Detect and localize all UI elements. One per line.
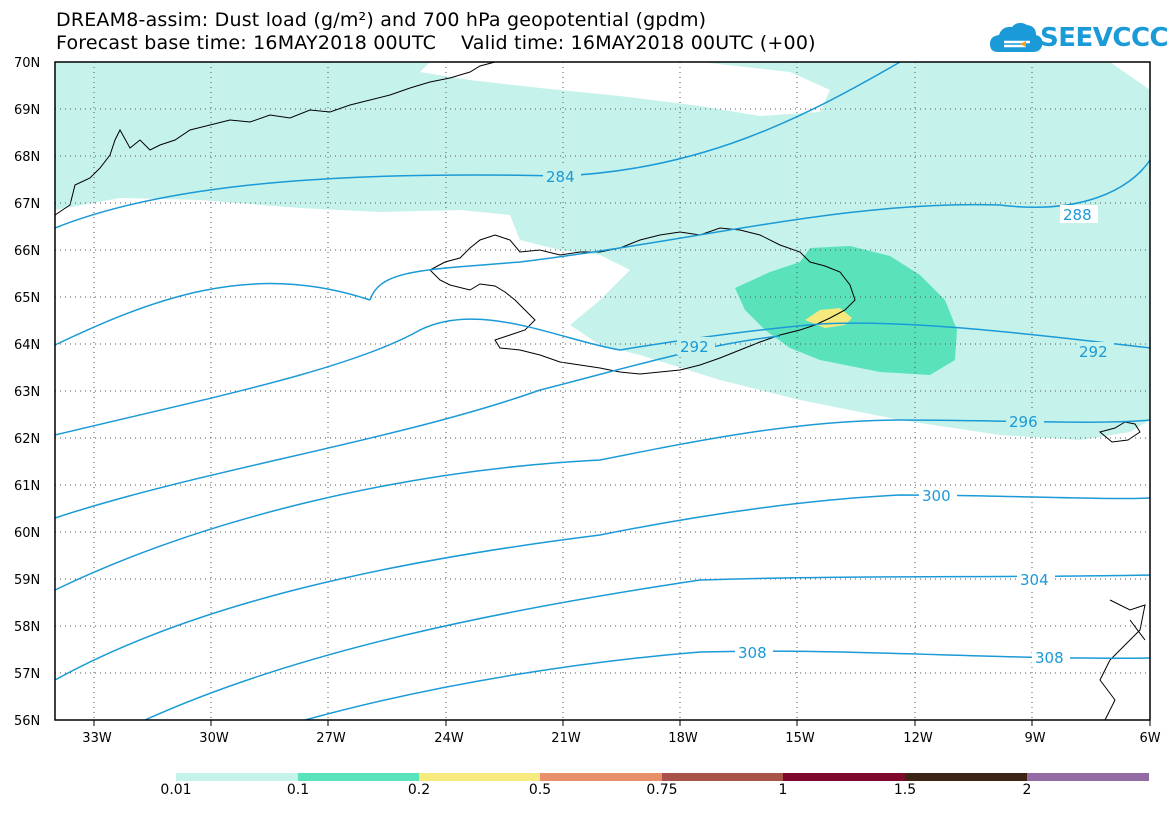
lat-label: 67N xyxy=(14,197,40,212)
longitude-labels: 33W 30W 27W 24W 21W 18W 15W 12W 9W 6W xyxy=(82,731,1160,746)
map-subtitle: Forecast base time: 16MAY2018 00UTC Vali… xyxy=(56,32,816,54)
contour-label: 284 xyxy=(546,168,575,186)
contour-label: 292 xyxy=(1079,343,1108,361)
lon-label: 24W xyxy=(434,731,464,746)
geopotential-contours xyxy=(54,61,1151,721)
faroe-coast xyxy=(1098,421,1141,443)
lat-label: 62N xyxy=(14,432,40,447)
contour-label: 292 xyxy=(680,338,709,356)
contour-line xyxy=(54,419,1151,591)
lat-label: 66N xyxy=(14,244,40,259)
lon-label: 6W xyxy=(1139,731,1160,746)
lon-label: 9W xyxy=(1024,731,1045,746)
lat-label: 61N xyxy=(14,479,40,494)
legend-label: 1.5 xyxy=(893,782,917,798)
legend-label: 1 xyxy=(778,782,788,798)
lon-label: 30W xyxy=(199,731,229,746)
lon-label: 27W xyxy=(316,731,346,746)
legend-swatch xyxy=(419,773,540,781)
contour-line xyxy=(54,318,1151,436)
legend-swatch xyxy=(662,773,783,781)
contour-line xyxy=(144,574,1151,721)
contour-line xyxy=(54,282,371,346)
legend-swatch xyxy=(783,773,905,781)
lat-label: 64N xyxy=(14,338,40,353)
dust-area-0.01-hole xyxy=(420,62,830,116)
lat-label: 57N xyxy=(14,667,40,682)
legend-label: 0.75 xyxy=(646,782,678,798)
lat-label: 68N xyxy=(14,150,40,165)
lon-label: 12W xyxy=(903,731,933,746)
contour-label: 288 xyxy=(1063,206,1092,224)
legend-swatch xyxy=(176,773,298,781)
contour-label: 304 xyxy=(1020,571,1049,589)
legend-colorbar xyxy=(176,773,1149,781)
contour-label: 308 xyxy=(1035,649,1064,667)
map-title: DREAM8-assim: Dust load (g/m²) and 700 h… xyxy=(56,9,707,31)
lon-label: 33W xyxy=(82,731,112,746)
lat-label: 65N xyxy=(14,291,40,306)
contour-line xyxy=(54,61,901,229)
lat-label: 69N xyxy=(14,103,40,118)
contour-labels: 284 288 292 292 296 300 304 308 308 xyxy=(543,167,1114,667)
contour-label: 308 xyxy=(738,644,767,662)
contour-line xyxy=(369,159,1151,301)
lat-label: 56N xyxy=(14,714,40,729)
tick-marks xyxy=(93,720,1151,726)
logo-text: SEEVCCC xyxy=(1040,23,1169,53)
scotland-coast xyxy=(1099,599,1146,721)
legend-label: 0.2 xyxy=(407,782,431,798)
lon-label: 21W xyxy=(551,731,581,746)
lat-label: 59N xyxy=(14,573,40,588)
lat-label: 58N xyxy=(14,620,40,635)
map-frame xyxy=(54,61,1151,721)
legend-label: 0.01 xyxy=(160,782,192,798)
cloud-icon xyxy=(990,22,1043,52)
lat-label: 60N xyxy=(14,526,40,541)
lat-label: 70N xyxy=(14,56,40,71)
contour-line xyxy=(54,494,1151,681)
legend-swatch xyxy=(540,773,662,781)
legend-swatch xyxy=(298,773,419,781)
lat-label: 63N xyxy=(14,385,40,400)
lon-label: 18W xyxy=(668,731,698,746)
lon-label: 15W xyxy=(785,731,815,746)
legend-label: 2 xyxy=(1022,782,1032,798)
greenland-coast xyxy=(54,61,496,216)
latitude-labels: 70N 69N 68N 67N 66N 65N 64N 63N 62N 61N … xyxy=(14,56,40,729)
contour-line xyxy=(304,650,1151,721)
legend-swatch xyxy=(1027,773,1149,781)
contour-label: 300 xyxy=(922,487,951,505)
dust-area-0.1 xyxy=(735,246,957,375)
contour-label: 296 xyxy=(1009,413,1038,431)
legend-label: 0.5 xyxy=(528,782,552,798)
legend-label: 0.1 xyxy=(286,782,310,798)
legend-swatch xyxy=(905,773,1027,781)
